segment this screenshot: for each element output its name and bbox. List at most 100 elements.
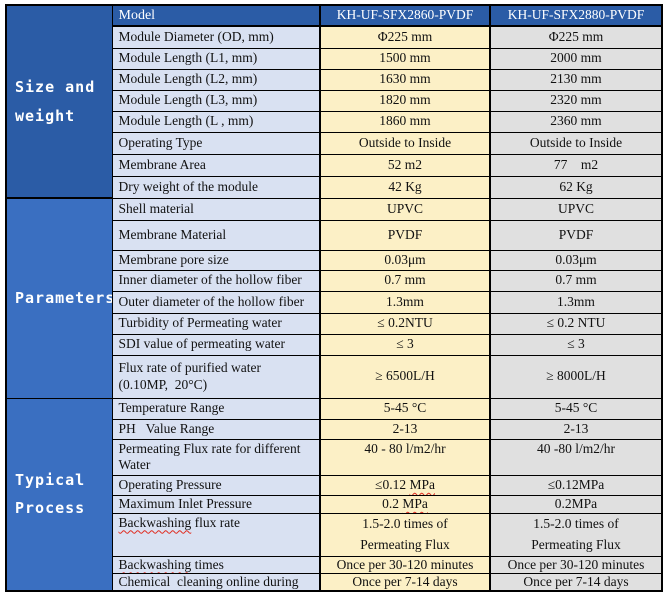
table-row-permeating-flux: Permeating Flux rate for different Water… [6, 438, 663, 476]
table-row-dry-weight: Dry weight of the module 42 Kg 62 Kg [6, 175, 663, 199]
spec-value-2880: Outside to Inside [489, 131, 663, 155]
table-row-chemical-cleaning: Chemical cleaning online during Once per… [6, 572, 663, 592]
table-row-sdi-value: SDI value of permeating water ≤ 3 ≤ 3 [6, 333, 663, 356]
table-row-membrane-area: Membrane Area 52 m2 77 m2 [6, 153, 663, 177]
spec-label: PH Value Range [111, 418, 321, 440]
spec-label: Module Length (L3, mm) [111, 89, 321, 112]
spec-value-2860: 52 m2 [319, 153, 491, 177]
spec-label: Module Length (L , mm) [111, 110, 321, 133]
spec-value-2880: 2000 mm [489, 47, 663, 70]
table-row-length-l3: Module Length (L3, mm) 1820 mm 2320 mm [6, 89, 663, 112]
spec-value-2880: ≤ 3 [489, 333, 663, 356]
spec-value-2860: 40 - 80 l/m2/hr [319, 438, 491, 476]
spec-value-2880: Φ225 mm [489, 25, 663, 49]
table-row-ph-range: PH Value Range 2-13 2-13 [6, 418, 663, 440]
label-text-spellcheck: Backwashing [118, 556, 192, 572]
spec-value-2860: 1.3mm [319, 290, 491, 314]
header-model-label: Model [111, 4, 321, 27]
section-cell-parameters: Parameters [5, 197, 113, 399]
header-model-2860: KH-UF-SFX2860-PVDF [319, 4, 491, 27]
spec-value-2860: 1500 mm [319, 47, 491, 70]
spec-value-2860: PVDF [319, 219, 491, 251]
table-row-flux-rate-purified: Flux rate of purified water (0.10MP, 20°… [6, 354, 663, 399]
spec-label: Permeating Flux rate for different Water [111, 438, 321, 476]
header-model-2880: KH-UF-SFX2880-PVDF [489, 4, 663, 27]
spec-label: Backwashing flux rate [111, 512, 321, 557]
table-row-backwashing-times: Backwashing times Once per 30-120 minute… [6, 555, 663, 574]
table-row-inner-diameter: Inner diameter of the hollow fiber 0.7 m… [6, 269, 663, 292]
membrane-module-spec-table: Size and weight Model KH-UF-SFX2860-PVDF… [5, 4, 663, 592]
spec-label: Dry weight of the module [111, 175, 321, 199]
table-row-max-inlet-pressure: Maximum Inlet Pressure 0.2 MPa 0.2MPa [6, 494, 663, 514]
spec-label: Membrane Material [111, 219, 321, 251]
spec-value-2880: 40 -80 l/m2/hr [489, 438, 663, 476]
spec-value-2860: Φ225 mm [319, 25, 491, 49]
spec-value-2860: 1820 mm [319, 89, 491, 112]
spec-value-2860: ≥ 6500L/H [319, 354, 491, 399]
spec-value-2860: 1860 mm [319, 110, 491, 133]
spec-value-2880: 5-45 °C [489, 397, 663, 420]
spec-value-2880: 1.5-2.0 times of Permeating Flux [489, 512, 663, 557]
spec-value-2880: 0.03μm [489, 249, 663, 271]
spec-value-2880: ≥ 8000L/H [489, 354, 663, 399]
section-cell-size-weight: Size and weight [5, 4, 113, 199]
section-cell-typical-process: Typical Process [5, 397, 113, 592]
spec-value-2860: ≤0.12 MPa [319, 474, 491, 496]
spec-label: Chemical cleaning online during [111, 572, 321, 592]
spec-label: Operating Pressure [111, 474, 321, 496]
spec-label: Membrane Area [111, 153, 321, 177]
spec-label: Operating Type [111, 131, 321, 155]
spec-value-2880: Once per 7-14 days [489, 572, 663, 592]
spec-value-2880: 2320 mm [489, 89, 663, 112]
table-row-operating-pressure: Operating Pressure ≤0.12 MPa ≤0.12MPa [6, 474, 663, 496]
spec-value-2880: PVDF [489, 219, 663, 251]
spec-value-2880: ≤0.12MPa [489, 474, 663, 496]
spec-label: SDI value of permeating water [111, 333, 321, 356]
spec-label: Module Diameter (OD, mm) [111, 25, 321, 49]
spec-value-2860: 0.7 mm [319, 269, 491, 292]
spec-label: Module Length (L2, mm) [111, 68, 321, 91]
spec-value-2880: 62 Kg [489, 175, 663, 199]
spec-label: Temperature Range [111, 397, 321, 420]
spec-label: Backwashing times [111, 555, 321, 574]
spec-label: Inner diameter of the hollow fiber [111, 269, 321, 292]
spec-value-2860: ≤ 3 [319, 333, 491, 356]
table-row-operating-type: Operating Type Outside to Inside Outside… [6, 131, 663, 155]
spec-value-2880: 77 m2 [489, 153, 663, 177]
value-text: ≤0.12 [375, 476, 410, 492]
spec-label: Shell material [111, 197, 321, 221]
spec-label: Module Length (L1, mm) [111, 47, 321, 70]
spec-value-2880: 0.2MPa [489, 494, 663, 514]
spec-label: Turbidity of Permeating water [111, 312, 321, 335]
spec-value-2860: 0.2 MPa [319, 494, 491, 514]
label-text: times [191, 556, 224, 572]
spec-value-2880: Once per 30-120 minutes [489, 555, 663, 574]
spec-value-2860: Outside to Inside [319, 131, 491, 155]
spec-label: Maximum Inlet Pressure [111, 494, 321, 514]
table-row-shell-material: Parameters Shell material UPVC UPVC [5, 197, 663, 399]
spec-value-2860: ≤ 0.2NTU [319, 312, 491, 335]
spec-value-2880: 2360 mm [489, 110, 663, 133]
spec-label: Outer diameter of the hollow fiber [111, 290, 321, 314]
spec-value-2860: 1.5-2.0 times of Permeating Flux [319, 512, 491, 557]
table-row-pore-size: Membrane pore size 0.03μm 0.03μm [6, 249, 663, 271]
table-row-membrane-material: Membrane Material PVDF PVDF [6, 219, 663, 251]
table-row-length-l2: Module Length (L2, mm) 1630 mm 2130 mm [6, 68, 663, 91]
spec-value-2880: UPVC [489, 197, 663, 221]
value-text: 0.2 [382, 495, 403, 511]
spec-label: Membrane pore size [111, 249, 321, 271]
spec-value-2860: Once per 7-14 days [319, 572, 491, 592]
value-text-spellcheck: MPa [409, 476, 435, 492]
spec-value-2860: 1630 mm [319, 68, 491, 91]
spec-value-2860: Once per 30-120 minutes [319, 555, 491, 574]
label-text-spellcheck: Backwashing [118, 514, 192, 530]
spec-value-2880: 2-13 [489, 418, 663, 440]
spec-value-2880: 0.7 mm [489, 269, 663, 292]
spec-value-2860: 0.03μm [319, 249, 491, 271]
label-text: flux rate [191, 514, 240, 530]
table-row-backwashing-flux-rate: Backwashing flux rate 1.5-2.0 times of P… [6, 512, 663, 557]
spec-label: Flux rate of purified water (0.10MP, 20°… [111, 354, 321, 399]
table-row-length-l1: Module Length (L1, mm) 1500 mm 2000 mm [6, 47, 663, 70]
spec-value-2860: 42 Kg [319, 175, 491, 199]
